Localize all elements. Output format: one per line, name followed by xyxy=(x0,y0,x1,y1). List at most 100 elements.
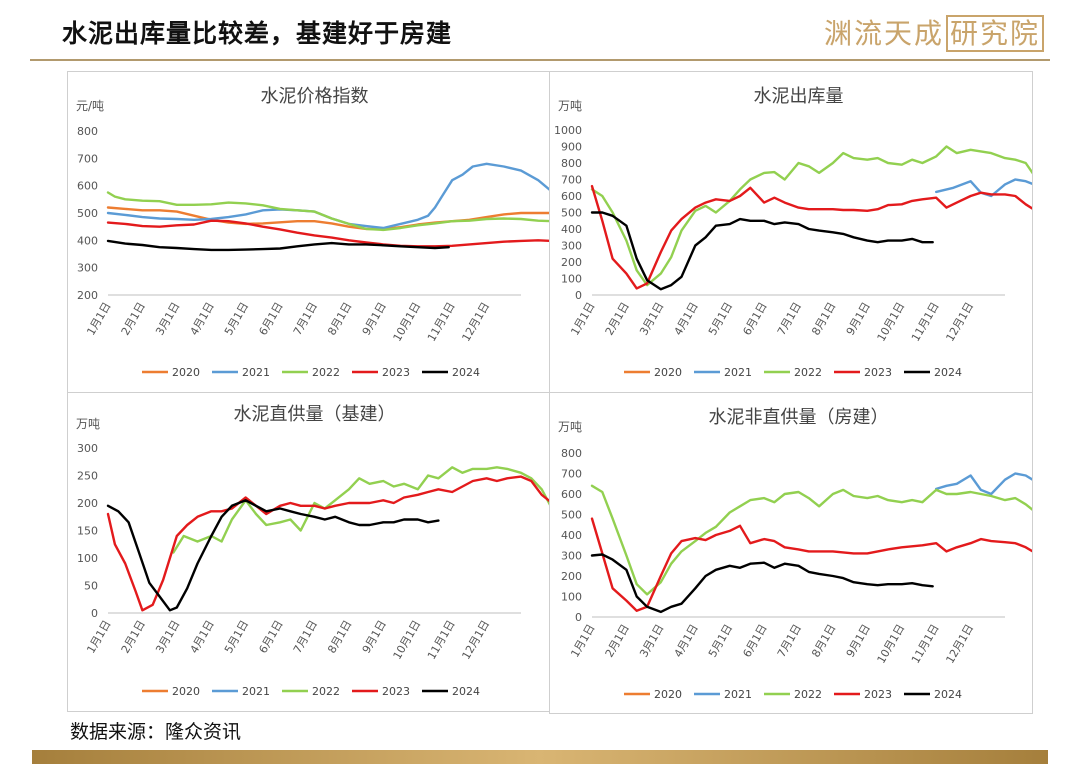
x-tick-label: 3月1日 xyxy=(637,622,666,660)
x-tick-label: 10月1日 xyxy=(875,300,908,344)
series-line-2022 xyxy=(106,191,549,232)
legend-label-2021: 2021 xyxy=(242,685,270,698)
y-tick-label: 600 xyxy=(77,180,98,193)
chart-svg-non-direct-supply: 水泥非直供量（房建） 万吨 0 100 200 300 400 500 600 700 800 1月1… xyxy=(558,407,1032,701)
series-line-2020 xyxy=(106,206,549,231)
y-tick-label: 200 xyxy=(561,256,582,269)
chart-title: 水泥价格指数 xyxy=(261,86,369,107)
series-line-2023 xyxy=(590,517,1032,612)
chart-svg-direct-supply: 水泥直供量（基建） 万吨 0 50 100 150 200 250 300 1月1日 2月1日 3月1… xyxy=(76,404,549,698)
series-line-2021 xyxy=(935,178,1032,198)
series-line-2022 xyxy=(172,466,549,554)
y-tick-label: 300 xyxy=(77,442,98,455)
legend-label-2020: 2020 xyxy=(654,366,682,379)
series-line-2023 xyxy=(106,219,549,248)
y-tick-label: 200 xyxy=(77,289,98,302)
y-axis-unit: 万吨 xyxy=(558,420,582,434)
x-tick-label: 2月1日 xyxy=(119,300,148,338)
x-tick-label: 5月1日 xyxy=(222,300,251,338)
y-axis-unit: 万吨 xyxy=(76,417,100,431)
footer-bar xyxy=(32,750,1048,764)
x-tick-label: 10月1日 xyxy=(875,622,908,666)
y-tick-label: 700 xyxy=(561,174,582,187)
x-tick-label: 8月1日 xyxy=(325,618,354,656)
y-tick-label: 300 xyxy=(561,240,582,253)
legend-label-2022: 2022 xyxy=(794,366,822,379)
y-tick-label: 0 xyxy=(575,611,582,624)
y-tick-label: 600 xyxy=(561,488,582,501)
series-line-2024 xyxy=(106,239,450,252)
x-tick-label: 8月1日 xyxy=(809,300,838,338)
data-source: 数据来源：隆众资讯 xyxy=(70,721,242,743)
x-tick-label: 1月1日 xyxy=(84,618,113,656)
y-axis-unit: 元/吨 xyxy=(76,99,104,113)
y-tick-label: 1000 xyxy=(554,124,582,137)
legend-label-2021: 2021 xyxy=(724,688,752,701)
y-axis-unit: 万吨 xyxy=(558,99,582,113)
legend-label-2021: 2021 xyxy=(724,366,752,379)
legend-label-2022: 2022 xyxy=(312,366,340,379)
y-tick-label: 300 xyxy=(561,550,582,563)
y-tick-label: 250 xyxy=(77,470,98,483)
legend-label-2021: 2021 xyxy=(242,366,270,379)
x-tick-label: 3月1日 xyxy=(637,300,666,338)
y-tick-label: 400 xyxy=(561,223,582,236)
y-tick-label: 0 xyxy=(575,289,582,302)
legend-label-2020: 2020 xyxy=(172,685,200,698)
legend-label-2024: 2024 xyxy=(934,366,962,379)
x-tick-label: 11月1日 xyxy=(425,300,458,344)
series-line-2022 xyxy=(590,145,1032,287)
x-tick-label: 4月1日 xyxy=(188,300,217,338)
x-tick-label: 4月1日 xyxy=(672,622,701,660)
x-tick-label: 4月1日 xyxy=(188,618,217,656)
x-tick-label: 5月1日 xyxy=(222,618,251,656)
y-tick-label: 300 xyxy=(77,262,98,275)
x-tick-label: 6月1日 xyxy=(740,300,769,338)
legend-label-2023: 2023 xyxy=(864,688,892,701)
brand-name-boxed: 研究院 xyxy=(945,15,1044,52)
x-tick-label: 7月1日 xyxy=(291,300,320,338)
x-tick-label: 12月1日 xyxy=(943,300,976,344)
x-tick-label: 6月1日 xyxy=(740,622,769,660)
y-tick-label: 900 xyxy=(561,141,582,154)
legend-label-2023: 2023 xyxy=(382,366,410,379)
y-tick-label: 50 xyxy=(84,580,98,593)
x-tick-label: 9月1日 xyxy=(360,300,389,338)
y-tick-label: 700 xyxy=(561,468,582,481)
series-line-2023 xyxy=(106,475,549,612)
chart-title: 水泥非直供量（房建） xyxy=(709,407,889,428)
x-tick-label: 9月1日 xyxy=(844,622,873,660)
x-tick-label: 12月1日 xyxy=(459,618,492,662)
series-line-2022 xyxy=(590,484,1032,596)
x-tick-label: 4月1日 xyxy=(672,300,701,338)
x-tick-label: 3月1日 xyxy=(153,300,182,338)
y-tick-label: 500 xyxy=(561,509,582,522)
legend-label-2022: 2022 xyxy=(794,688,822,701)
x-tick-label: 2月1日 xyxy=(119,618,148,656)
x-tick-label: 6月1日 xyxy=(256,618,285,656)
x-tick-label: 11月1日 xyxy=(909,622,942,666)
x-tick-label: 7月1日 xyxy=(291,618,320,656)
legend-label-2022: 2022 xyxy=(312,685,340,698)
series-line-2021 xyxy=(935,472,1032,496)
x-tick-label: 9月1日 xyxy=(360,618,389,656)
series-line-2024 xyxy=(106,499,440,612)
legend-label-2024: 2024 xyxy=(452,366,480,379)
chart-title: 水泥出库量 xyxy=(754,86,844,107)
x-tick-label: 12月1日 xyxy=(943,622,976,666)
x-tick-label: 10月1日 xyxy=(391,300,424,344)
x-tick-label: 5月1日 xyxy=(706,300,735,338)
y-tick-label: 500 xyxy=(77,207,98,220)
y-tick-label: 500 xyxy=(561,207,582,220)
chart-panel-non-direct-supply: 水泥非直供量（房建） 万吨 0 100 200 300 400 500 600 700 800 1月1… xyxy=(549,392,1033,714)
chart-panel-price-index: 水泥价格指数 元/吨 200 300 400 500 600 700 800 1月1日 2月1日 3月… xyxy=(67,71,550,393)
x-tick-label: 9月1日 xyxy=(844,300,873,338)
x-tick-label: 7月1日 xyxy=(775,300,804,338)
x-tick-label: 11月1日 xyxy=(909,300,942,344)
y-tick-label: 400 xyxy=(561,529,582,542)
series-line-2024 xyxy=(590,553,934,614)
y-tick-label: 200 xyxy=(77,497,98,510)
y-tick-label: 100 xyxy=(77,552,98,565)
